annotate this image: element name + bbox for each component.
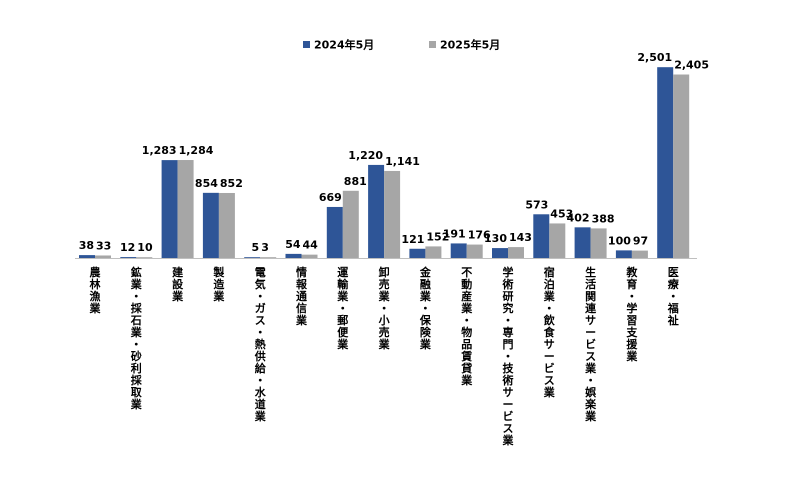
bar-9-1 — [466, 244, 483, 258]
value-label-13-0: 100 — [608, 234, 631, 247]
bar-11-1 — [549, 223, 566, 258]
bar-4-0 — [244, 257, 261, 258]
category-label-11: 宿泊業・飲食サービス業 — [543, 265, 556, 399]
category-labels-group: 農林漁業 鉱業・採石業・砂利採取業 建設業 製造業 電気・ガス・熱供給・水道業 情報通信業… — [89, 265, 680, 447]
value-label-9-1: 176 — [468, 229, 491, 242]
category-label-1: 鉱業・採石業・砂利採取業 — [130, 265, 143, 411]
bar-7-1 — [384, 170, 401, 258]
value-label-12-1: 388 — [592, 212, 615, 225]
bar-14-1 — [673, 74, 690, 258]
bar-10-1 — [508, 247, 524, 258]
legend-label-0: 2024年5月 — [314, 38, 374, 52]
bar-14-0 — [657, 67, 674, 259]
category-label-7: 卸売業・小売業 — [378, 265, 391, 351]
chart-legend: 2024年5月 2025年5月 — [303, 38, 500, 52]
category-label-10: 学術研究・専門・技術サービス業 — [502, 265, 515, 447]
value-label-2-1: 1,284 — [179, 144, 214, 157]
bar-2-0 — [161, 160, 178, 258]
value-label-7-0: 1,220 — [348, 149, 383, 162]
bar-13-0 — [615, 250, 632, 258]
category-label-12: 生活関連サービス業・娯楽業 — [584, 265, 597, 423]
value-label-13-1: 97 — [633, 235, 648, 248]
bars-group — [79, 67, 690, 259]
bar-8-0 — [409, 248, 426, 258]
value-label-10-0: 130 — [484, 232, 507, 245]
bar-1-0 — [120, 257, 137, 258]
value-label-2-0: 1,283 — [142, 144, 177, 157]
bar-11-0 — [533, 214, 550, 258]
value-label-12-0: 402 — [567, 211, 590, 224]
bar-12-1 — [590, 228, 607, 258]
value-label-14-1: 2,405 — [674, 59, 709, 72]
value-label-1-1: 10 — [137, 241, 153, 254]
value-label-9-0: 191 — [443, 227, 466, 240]
category-label-3: 製造業 — [212, 265, 225, 303]
bar-5-1 — [301, 254, 318, 258]
bar-0-1 — [95, 255, 111, 258]
legend-label-1: 2025年5月 — [440, 38, 500, 52]
bar-0-0 — [79, 255, 95, 258]
category-label-2: 建設業 — [171, 265, 184, 303]
legend-swatch-0 — [303, 41, 310, 48]
bar-13-1 — [631, 250, 648, 258]
category-label-5: 情報通信業 — [295, 265, 308, 327]
category-label-0: 農林漁業 — [89, 265, 102, 315]
value-label-4-1: 3 — [261, 241, 269, 254]
bar-12-0 — [574, 227, 591, 258]
category-label-4: 電気・ガス・熱供給・水道業 — [254, 266, 267, 423]
bar-6-1 — [342, 190, 359, 258]
value-label-4-0: 5 — [252, 241, 260, 254]
value-label-5-0: 54 — [285, 238, 301, 251]
category-label-13: 教育・学習支援業 — [625, 265, 638, 363]
bar-9-0 — [450, 243, 467, 258]
value-label-14-0: 2,501 — [637, 51, 672, 64]
category-label-9: 不動産業・物品賃貸業 — [460, 266, 473, 387]
value-label-8-1: 152 — [426, 230, 449, 243]
bar-4-1 — [260, 257, 277, 258]
category-label-6: 運輸業・郵便業 — [336, 266, 349, 351]
bar-3-0 — [202, 192, 219, 258]
value-label-6-0: 669 — [319, 191, 342, 204]
value-label-5-1: 44 — [303, 239, 319, 252]
value-label-0-0: 38 — [79, 239, 94, 252]
category-label-14: 医療・福祉 — [667, 266, 680, 327]
value-label-3-1: 852 — [220, 177, 243, 190]
value-label-6-1: 881 — [344, 175, 367, 188]
bar-1-1 — [136, 257, 153, 258]
bar-2-1 — [177, 160, 194, 258]
value-label-1-0: 12 — [120, 241, 135, 254]
value-label-10-1: 143 — [509, 231, 532, 244]
bar-6-0 — [326, 206, 343, 258]
value-label-8-0: 121 — [401, 233, 424, 246]
category-label-8: 金融業・保険業 — [419, 265, 432, 351]
bar-7-0 — [368, 164, 385, 258]
bar-5-0 — [285, 253, 302, 258]
value-label-11-1: 453 — [550, 207, 573, 220]
bar-8-1 — [425, 246, 442, 258]
value-label-7-1: 1,141 — [385, 155, 420, 168]
legend-swatch-1 — [429, 41, 436, 48]
value-label-11-0: 573 — [525, 198, 548, 211]
value-label-0-1: 33 — [96, 239, 111, 252]
value-label-3-0: 854 — [195, 177, 218, 190]
bar-10-0 — [492, 248, 508, 258]
bar-3-1 — [218, 192, 235, 258]
